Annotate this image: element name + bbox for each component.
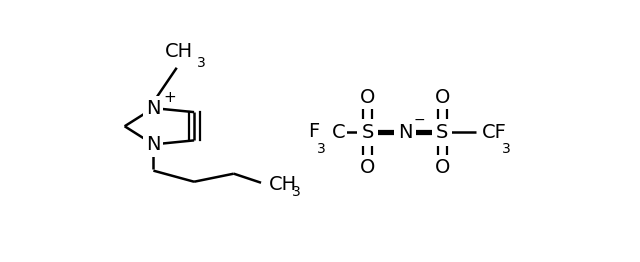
Text: O: O bbox=[435, 158, 450, 177]
Text: 3: 3 bbox=[502, 143, 510, 156]
Text: +: + bbox=[163, 90, 176, 105]
Text: −: − bbox=[414, 113, 426, 127]
Text: N: N bbox=[397, 123, 412, 142]
Text: CF: CF bbox=[482, 123, 507, 142]
Text: CH: CH bbox=[165, 42, 193, 61]
Text: N: N bbox=[146, 99, 161, 118]
Text: 3: 3 bbox=[317, 143, 326, 156]
Text: O: O bbox=[360, 88, 376, 107]
Text: C: C bbox=[332, 123, 346, 142]
Text: F: F bbox=[308, 122, 319, 141]
Text: S: S bbox=[362, 123, 374, 142]
Text: 3: 3 bbox=[292, 185, 301, 199]
Text: N: N bbox=[146, 135, 161, 154]
Text: O: O bbox=[435, 88, 450, 107]
Text: O: O bbox=[360, 158, 376, 177]
Text: CH: CH bbox=[269, 175, 296, 194]
Text: S: S bbox=[436, 123, 448, 142]
Text: 3: 3 bbox=[196, 56, 205, 70]
